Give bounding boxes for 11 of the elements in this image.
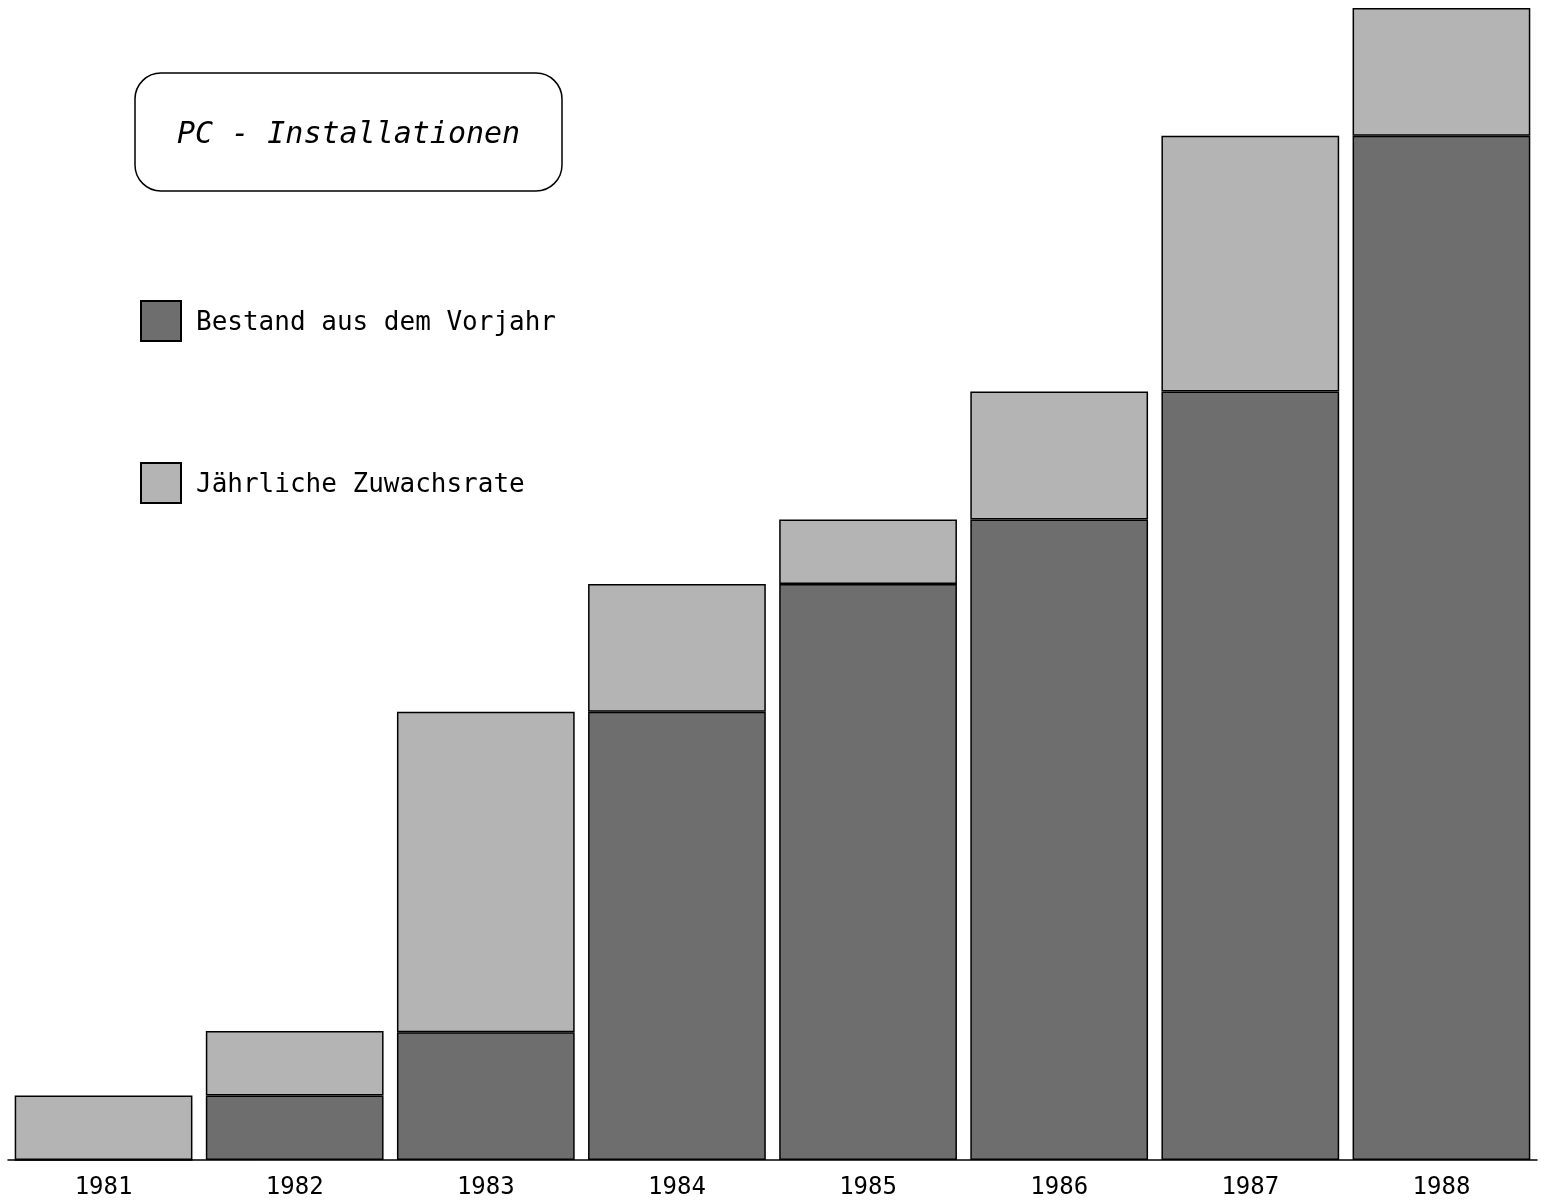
legend-label: Jährliche Zuwachsrate: [196, 468, 525, 498]
x-tick-label: 1981: [74, 1172, 133, 1200]
x-tick-label: 1987: [1221, 1172, 1280, 1200]
x-tick-label: 1986: [1030, 1172, 1089, 1200]
x-tick-label: 1983: [456, 1172, 515, 1200]
x-tick-label: 1984: [648, 1172, 706, 1200]
text: PC - Installationen: [177, 114, 521, 150]
x-tick-label: 1985: [839, 1172, 897, 1200]
legend-label: Bestand aus dem Vorjahr: [196, 306, 557, 336]
x-tick-label: 1988: [1412, 1172, 1471, 1200]
x-tick-label: 1982: [265, 1172, 324, 1200]
